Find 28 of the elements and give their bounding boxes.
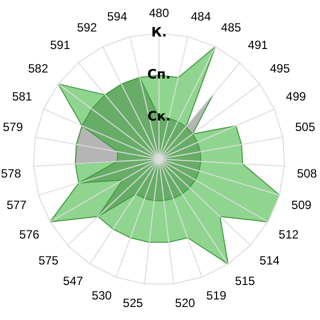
spoke-label: 520 <box>175 296 196 310</box>
spoke-label: 508 <box>296 166 318 181</box>
spoke-label: 547 <box>63 274 84 288</box>
spoke-label: 578 <box>1 166 22 181</box>
spoke-label: 512 <box>278 228 300 242</box>
spoke-label: 575 <box>38 253 59 268</box>
spoke-label: 485 <box>221 20 242 35</box>
spoke-label: 484 <box>190 10 212 24</box>
spoke-label: 592 <box>76 20 98 35</box>
spoke-label: 579 <box>2 120 24 134</box>
spoke-label: 577 <box>6 198 27 212</box>
spoke-label: 509 <box>291 198 312 212</box>
spoke-label: 515 <box>234 274 256 288</box>
spoke-label: 480 <box>148 6 170 20</box>
spoke-label: 514 <box>260 253 280 268</box>
spoke-label: 591 <box>50 38 70 52</box>
spoke-label: 499 <box>286 89 306 104</box>
spoke-label: 582 <box>28 62 48 76</box>
spoke-label: 581 <box>12 89 32 104</box>
spoke-label: 576 <box>19 228 40 242</box>
y-tick-label: К. <box>151 26 167 41</box>
spoke-label: 525 <box>122 296 144 310</box>
spoke-label: 505 <box>295 120 316 134</box>
spoke-label: 495 <box>270 62 290 76</box>
spoke-label: 594 <box>107 10 128 24</box>
spoke-label: 530 <box>92 288 112 302</box>
spoke-label: 519 <box>206 288 227 302</box>
spoke-label: 491 <box>248 38 268 52</box>
